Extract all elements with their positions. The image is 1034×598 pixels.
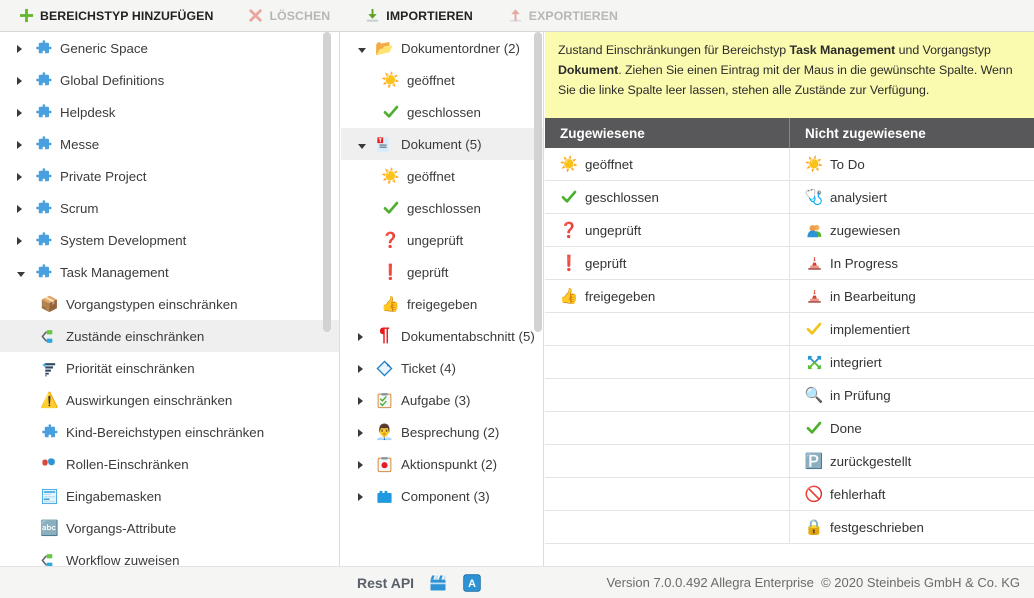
svg-text:A: A <box>468 578 476 590</box>
